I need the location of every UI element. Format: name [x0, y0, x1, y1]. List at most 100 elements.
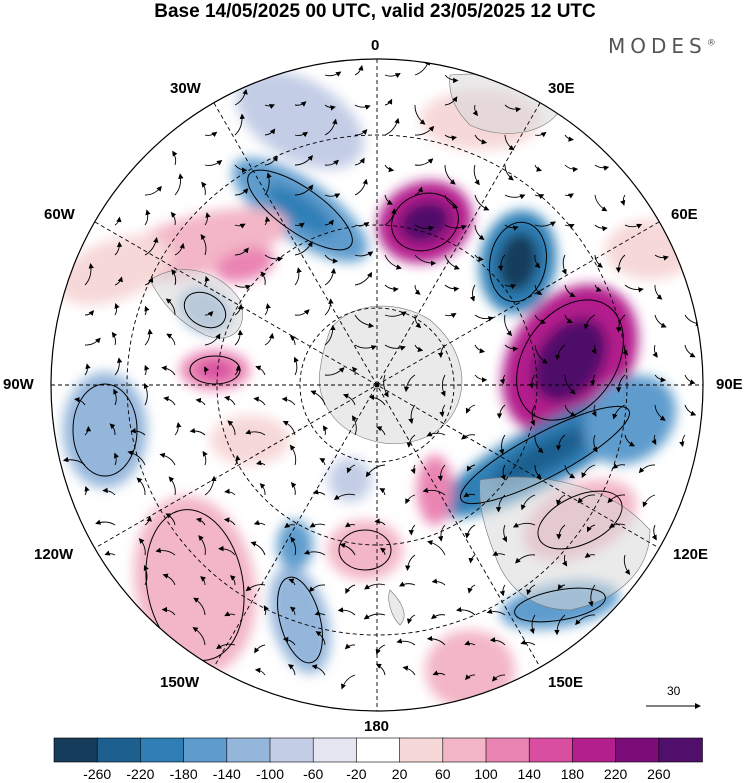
wind-vector — [344, 522, 356, 528]
wind-vector — [264, 303, 271, 316]
lon-label-30w: 30W — [170, 80, 201, 97]
wind-vector — [174, 242, 185, 256]
wind-vector — [84, 310, 95, 316]
wind-vector — [594, 284, 602, 292]
wind-vector — [289, 335, 296, 346]
wind-vector — [654, 404, 666, 421]
wind-vector — [324, 268, 337, 286]
wind-vector — [461, 434, 476, 440]
contour-line — [514, 587, 606, 623]
wind-vector — [309, 522, 326, 528]
wind-vector — [114, 452, 120, 466]
wind-vector — [144, 209, 151, 226]
wind-vector — [204, 131, 218, 138]
lon-label-120w: 120W — [34, 546, 74, 563]
wind-vector — [592, 434, 598, 453]
wind-vector — [200, 576, 206, 586]
wind-vector — [204, 333, 221, 346]
wind-vector — [642, 494, 656, 508]
wind-vector — [500, 464, 506, 481]
wind-vector — [166, 333, 176, 346]
wind-vector — [456, 606, 476, 616]
colorbar-tick-label: -180 — [169, 766, 198, 782]
wind-vector — [144, 328, 153, 346]
wind-vector — [638, 464, 656, 474]
wind-vector — [406, 614, 416, 625]
wind-vector — [294, 267, 302, 286]
wind-vector — [615, 314, 626, 333]
wind-vector — [170, 211, 177, 226]
colorbar-tick-label: -60 — [303, 766, 324, 782]
wind-vector — [204, 159, 223, 166]
wind-vector — [534, 164, 542, 172]
wind-vector — [498, 434, 506, 455]
wind-vector — [557, 583, 566, 590]
anomaly-region — [266, 184, 334, 236]
wind-vector — [375, 663, 386, 676]
wind-vector — [623, 554, 631, 576]
lon-label-120e: 120E — [673, 546, 709, 563]
wind-vector — [444, 96, 458, 106]
lon-label-60w: 60W — [44, 206, 75, 223]
wind-vector — [474, 374, 488, 383]
colorbar-tick-label: 220 — [603, 766, 628, 782]
colorbar-tick-label: -220 — [126, 766, 155, 782]
wind-vector — [414, 314, 422, 329]
wind-vector — [144, 305, 150, 316]
anomaly-region — [236, 70, 364, 170]
wind-vector — [282, 636, 296, 646]
wind-vector — [684, 344, 696, 358]
wind-vector — [581, 464, 596, 479]
wind-vector — [584, 552, 596, 558]
wind-vector — [264, 128, 276, 136]
wind-vector — [398, 581, 416, 587]
anomaly-region — [57, 235, 173, 305]
wind-vector — [405, 554, 416, 571]
wind-vector — [250, 541, 266, 556]
wind-vector — [315, 631, 326, 646]
wind-vector — [324, 298, 334, 316]
wind-vector — [324, 71, 342, 77]
contour-line — [489, 221, 547, 303]
wind-vector — [430, 613, 446, 620]
wind-vector — [515, 554, 536, 564]
wind-vector — [264, 172, 272, 196]
wind-vector — [612, 463, 626, 469]
wind-vector — [202, 450, 208, 466]
wind-vector — [294, 241, 313, 256]
wind-vector — [679, 434, 686, 447]
wind-vector — [427, 540, 446, 556]
wind-vector — [234, 455, 241, 466]
wind-vector — [564, 164, 579, 173]
wind-vector — [612, 404, 626, 420]
wind-vector — [534, 221, 556, 227]
wind-vector — [282, 420, 296, 436]
wind-vector — [352, 415, 358, 436]
wind-vector — [440, 374, 446, 397]
wind-vector — [259, 483, 266, 496]
contour-line — [247, 169, 353, 251]
wind-vector — [520, 639, 536, 646]
wind-vector — [594, 194, 608, 212]
colorbar-tick-label: 180 — [560, 766, 585, 782]
wind-vector — [234, 223, 246, 229]
wind-vector — [555, 434, 566, 451]
wind-vector — [504, 344, 519, 352]
wind-vector — [431, 578, 446, 586]
wind-vector — [384, 98, 393, 106]
contour-line — [537, 490, 623, 550]
wind-vector — [204, 310, 214, 317]
wind-vector — [303, 549, 326, 556]
wind-vector — [254, 667, 266, 676]
wind-vector — [165, 513, 176, 526]
wind-vector — [130, 428, 146, 436]
wind-vector — [290, 481, 297, 496]
wind-vector — [575, 614, 596, 626]
wind-vector — [354, 314, 375, 329]
wind-vector — [294, 101, 307, 107]
wind-vector — [324, 118, 338, 136]
wind-vector — [224, 488, 236, 496]
wind-vector — [95, 519, 116, 526]
wind-vector — [654, 284, 663, 300]
wind-vector — [534, 464, 542, 480]
